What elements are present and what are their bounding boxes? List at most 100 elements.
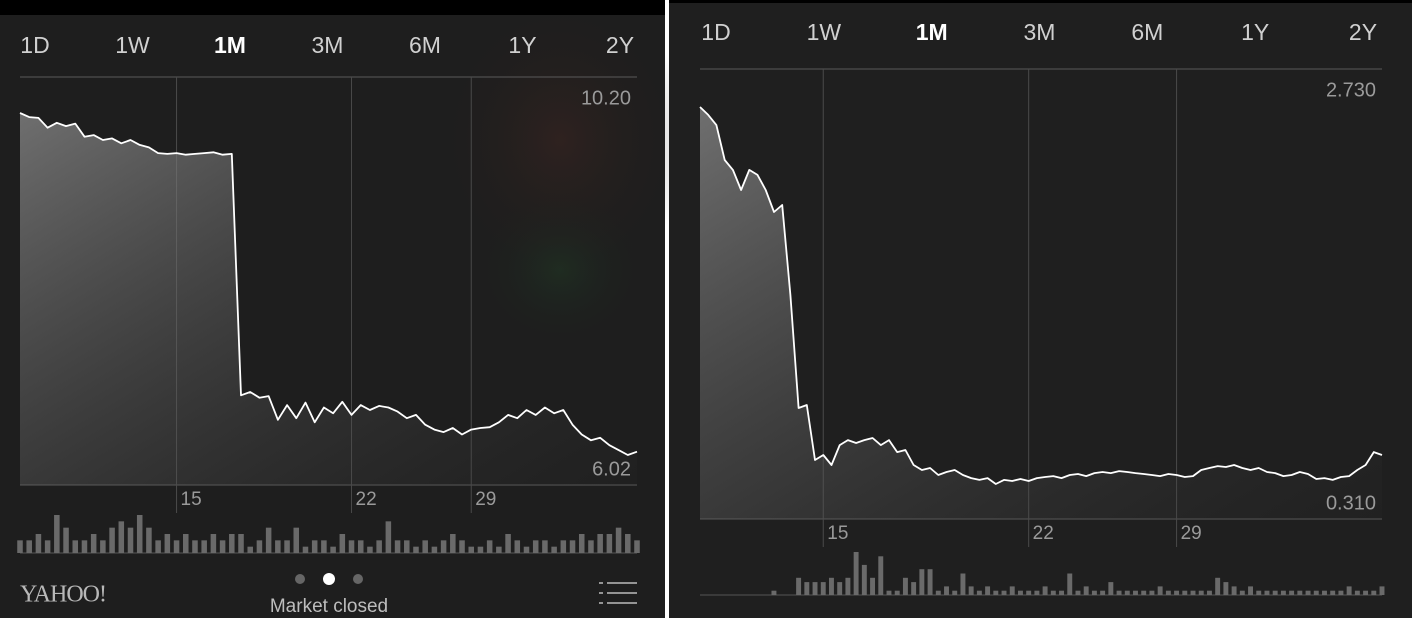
volume-bar [1363, 590, 1369, 595]
volume-bar [1231, 586, 1237, 595]
price-line [699, 106, 1383, 485]
volume-bar [1248, 586, 1253, 595]
volume-bar [348, 540, 355, 553]
volume-bar [256, 540, 263, 553]
volume-bar [275, 540, 281, 553]
list-icon[interactable] [599, 582, 637, 604]
volume-bar [44, 540, 51, 553]
volume-bar [155, 540, 161, 553]
min-label: 0.310 [1326, 492, 1376, 514]
page-dot[interactable] [353, 574, 363, 584]
volume-bar [976, 590, 982, 595]
volume-bar [606, 534, 613, 553]
volume-bar [173, 540, 180, 553]
volume-bar [861, 564, 867, 595]
date-label: 22 [1033, 523, 1054, 544]
volume-bar [1330, 590, 1336, 595]
volume-bar [118, 521, 125, 553]
volume-bar [17, 540, 23, 553]
page-dot[interactable] [323, 573, 335, 585]
volume-bar [837, 582, 843, 595]
volume-bar [339, 534, 346, 553]
volume-bar [1116, 590, 1122, 595]
volume-bar [72, 540, 79, 553]
volume-bar [468, 546, 475, 553]
volume-bar [578, 534, 585, 553]
volume-bar [1001, 590, 1007, 595]
volume-bar [265, 527, 272, 553]
volume-bar [100, 540, 106, 553]
volume-bar [35, 534, 42, 553]
volume-bar [1223, 582, 1229, 595]
page-dot[interactable] [295, 574, 305, 584]
volume-bar [459, 540, 465, 553]
volume-bar [993, 590, 999, 595]
volume-bar [1050, 590, 1056, 595]
volume-bar [1346, 586, 1352, 595]
range-tab[interactable]: 3M [1024, 19, 1056, 45]
range-tab[interactable]: 2Y [606, 32, 634, 58]
max-label: 2.730 [1326, 79, 1376, 101]
volume-bar [431, 546, 438, 553]
range-tab[interactable]: 6M [409, 32, 441, 58]
price-area [20, 113, 637, 485]
volume-bar [164, 534, 171, 553]
range-tab[interactable]: 2Y [1349, 19, 1377, 45]
volume-bar [192, 540, 198, 553]
volume-bar [201, 540, 207, 553]
volume-bar [54, 515, 60, 553]
volume-bar [935, 590, 941, 595]
range-tab[interactable]: 6M [1131, 19, 1163, 45]
volume-bar [477, 546, 484, 553]
volume-bar [829, 577, 834, 595]
volume-bar [505, 534, 511, 553]
range-tab[interactable]: 1W [807, 19, 842, 45]
volume-bar [376, 540, 382, 553]
volume-bar [968, 586, 974, 595]
volume-bar [63, 527, 69, 553]
volume-bar [146, 527, 152, 553]
volume-bar [919, 569, 925, 595]
volume-bar [771, 590, 777, 595]
max-label: 10.20 [581, 87, 631, 109]
volume-bar [321, 540, 327, 553]
volume-bar [496, 546, 502, 553]
date-label: 15 [827, 523, 848, 544]
volume-bar [284, 540, 290, 553]
volume-bar [944, 586, 949, 595]
volume-bar [1075, 590, 1081, 595]
date-label: 29 [1181, 523, 1202, 544]
status-bar [0, 0, 665, 15]
logo: YAHOO! [20, 582, 106, 608]
volume-bar [247, 546, 253, 553]
volume-bar [219, 540, 226, 553]
volume-bar [1009, 586, 1015, 595]
range-tab[interactable]: 1D [701, 19, 730, 45]
volume-bar [1124, 590, 1130, 595]
volume-bar [1264, 590, 1270, 595]
status-bar [669, 0, 1412, 3]
volume-bar [1272, 590, 1278, 595]
volume-bar [551, 546, 557, 553]
range-tab[interactable]: 1M [214, 32, 246, 58]
volume-bar [894, 590, 900, 595]
volume-bar [1149, 590, 1155, 595]
range-tab[interactable]: 3M [312, 32, 344, 58]
volume-bar [1133, 590, 1138, 595]
range-tab[interactable]: 1Y [508, 32, 536, 58]
range-tab[interactable]: 1M [916, 19, 948, 45]
volume-bar [1305, 590, 1311, 595]
tint [470, 190, 650, 350]
volume-bar [385, 521, 392, 553]
volume-bar [886, 590, 892, 595]
volume-bar [1206, 590, 1212, 595]
volume-bar [1108, 582, 1114, 595]
volume-bar [1026, 590, 1032, 595]
date-label: 22 [356, 489, 377, 510]
range-tab[interactable]: 1Y [1241, 19, 1269, 45]
range-tab[interactable]: 1D [20, 32, 49, 58]
volume-bar [109, 527, 115, 553]
range-tab[interactable]: 1W [115, 32, 150, 58]
volume-bar [796, 577, 802, 595]
